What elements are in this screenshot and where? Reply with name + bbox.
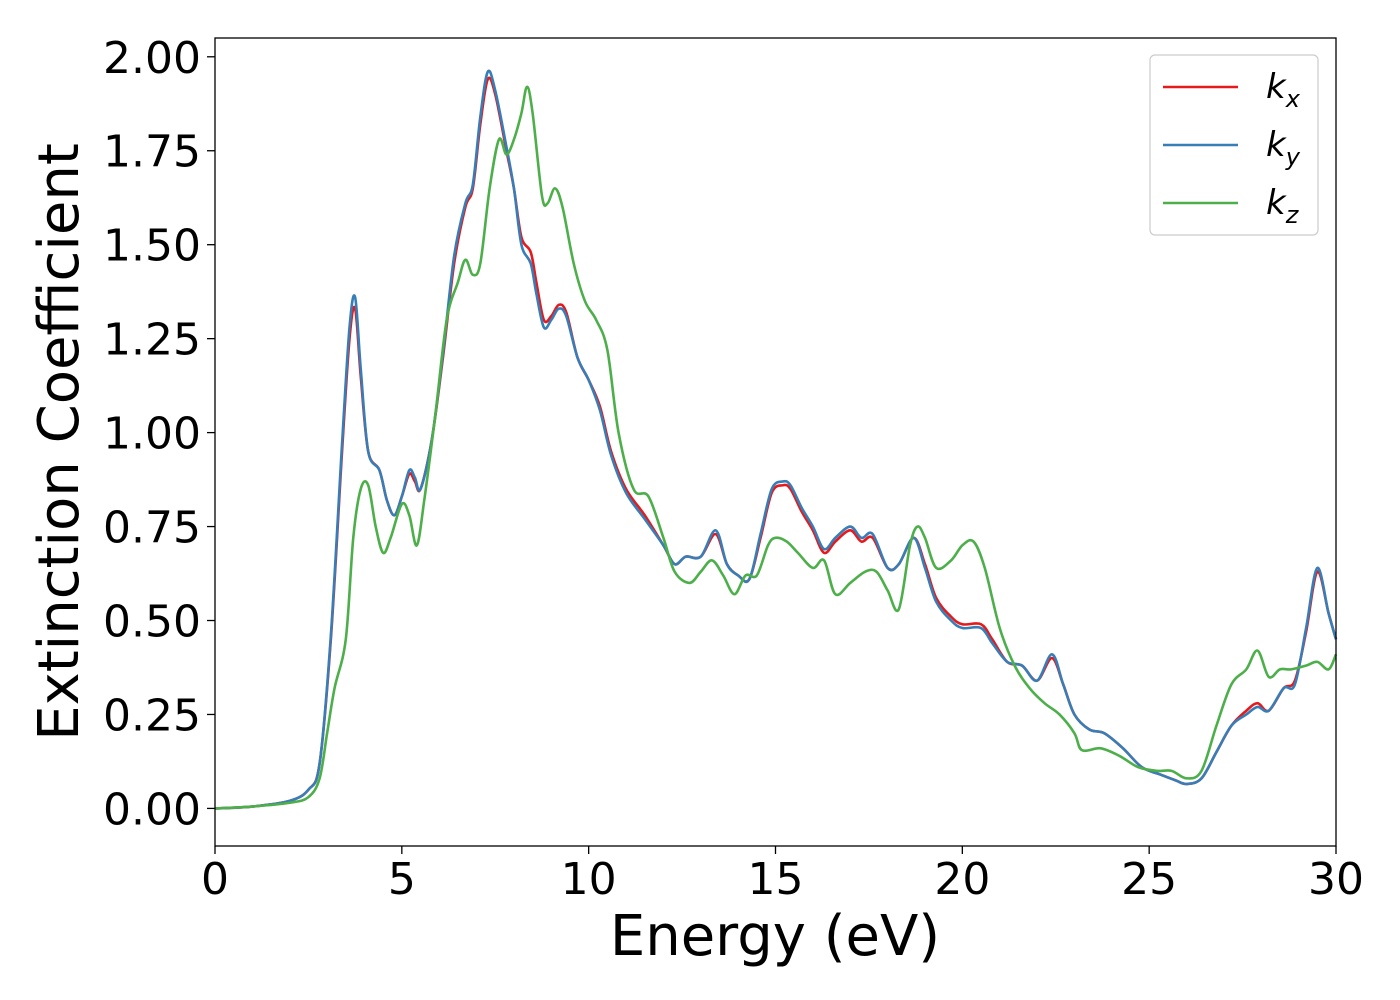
series-line-k-y <box>214 69 1338 810</box>
plot-background <box>215 38 1336 846</box>
legend-label-k-y: ky <box>1266 125 1301 171</box>
x-tick-label: 5 <box>388 854 416 905</box>
y-tick-label: 1.75 <box>103 127 201 178</box>
series-layer <box>214 69 1338 810</box>
x-tick-label: 30 <box>1308 854 1364 905</box>
x-tick-label: 0 <box>201 854 229 905</box>
x-axis: 0 5 10 15 20 25 30 <box>201 846 1364 905</box>
y-tick-label: 2.00 <box>103 33 201 84</box>
y-tick-label: 1.00 <box>103 409 201 460</box>
y-axis-title: Extinction Coefficient <box>27 143 92 741</box>
x-tick-label: 15 <box>748 854 804 905</box>
y-tick-label: 1.25 <box>103 315 201 366</box>
x-tick-label: 20 <box>934 854 990 905</box>
y-tick-label: 0.25 <box>103 690 201 741</box>
y-tick-label: 0.00 <box>103 784 201 835</box>
legend-label-k-x: kx <box>1266 67 1301 113</box>
y-tick-label: 0.75 <box>103 503 201 554</box>
legend: kx ky kz <box>1149 54 1319 236</box>
x-tick-label: 25 <box>1121 854 1177 905</box>
x-tick-label: 10 <box>561 854 617 905</box>
y-tick-label: 0.50 <box>103 597 201 648</box>
series-line-k-z <box>214 85 1338 810</box>
legend-label-k-z: kz <box>1266 183 1300 229</box>
y-tick-label: 1.50 <box>103 221 201 272</box>
x-axis-title: Energy (eV) <box>610 904 940 969</box>
y-axis: 0.00 0.25 0.50 0.75 1.00 1.25 1.50 1.75 2.00 <box>103 33 215 835</box>
